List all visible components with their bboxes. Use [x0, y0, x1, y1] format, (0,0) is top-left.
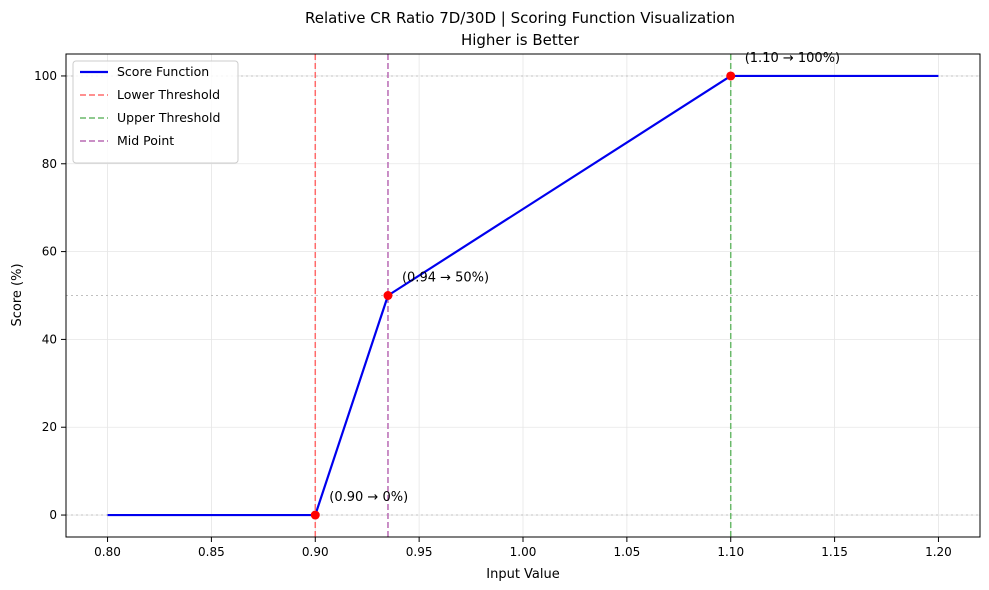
legend-box — [72, 60, 239, 164]
chart-title-line-1: Relative CR Ratio 7D/30D | Scoring Funct… — [305, 9, 735, 27]
legend: Score Function Lower Threshold Upper Thres… — [72, 60, 239, 164]
score-point — [726, 71, 736, 81]
point-annotation: (0.94 → 50%) — [402, 271, 489, 286]
y-tick-label: 40 — [42, 332, 57, 346]
legend-label: Mid Point — [117, 133, 174, 148]
legend-label: Lower Threshold — [117, 87, 220, 102]
y-tick-label: 80 — [42, 157, 57, 171]
x-tick-label: 1.00 — [510, 545, 537, 559]
x-tick-label: 1.20 — [925, 545, 952, 559]
x-tick-label: 0.90 — [302, 545, 329, 559]
y-tick-label: 20 — [42, 420, 57, 434]
legend-label: Upper Threshold — [117, 110, 220, 125]
points-layer — [310, 71, 736, 520]
x-axis-label: Input Value — [486, 567, 560, 582]
y-tick-label: 0 — [49, 508, 57, 522]
x-axis-ticks: 0.80 0.85 0.90 0.95 1.00 1.05 1.10 1.15 1.20 — [94, 537, 952, 559]
x-tick-label: 1.10 — [717, 545, 744, 559]
chart-title-line-2: Higher is Better — [461, 31, 580, 49]
point-annotation: (0.90 → 0%) — [329, 490, 408, 505]
legend-label: Score Function — [117, 64, 209, 79]
score-point — [383, 291, 393, 300]
x-tick-label: 1.15 — [821, 545, 848, 559]
y-axis-label: Score (%) — [10, 263, 25, 326]
x-tick-label: 0.85 — [198, 545, 225, 559]
x-tick-label: 0.80 — [94, 545, 121, 559]
x-tick-label: 0.95 — [406, 545, 433, 559]
chart-title: Relative CR Ratio 7D/30D | Scoring Funct… — [305, 9, 735, 49]
y-tick-label: 100 — [34, 69, 57, 83]
y-axis-ticks: 0 20 40 60 80 100 — [34, 69, 66, 522]
x-tick-label: 1.05 — [614, 545, 641, 559]
annotations: (0.90 → 0%) (0.94 → 50%) (1.10 → 100%) — [329, 51, 840, 505]
y-tick-label: 60 — [42, 245, 57, 259]
point-annotation: (1.10 → 100%) — [745, 51, 840, 66]
score-point — [310, 510, 320, 520]
